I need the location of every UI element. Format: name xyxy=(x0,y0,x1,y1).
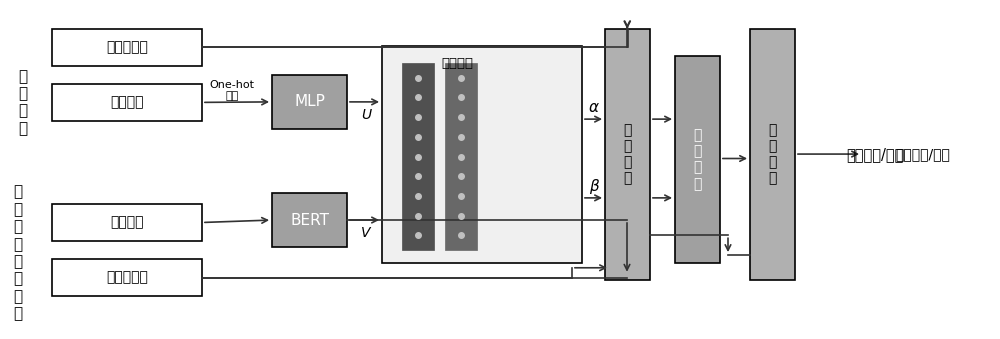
Bar xyxy=(750,28,795,280)
Text: 医
入
药
排
试
条
验
件: 医 入 药 排 试 条 验 件 xyxy=(13,185,23,321)
Bar xyxy=(52,28,202,66)
Bar xyxy=(445,63,477,250)
Text: 语义对齐: 语义对齐 xyxy=(441,58,473,71)
Bar xyxy=(52,84,202,121)
Bar xyxy=(52,259,202,296)
Text: One-hot
编码: One-hot 编码 xyxy=(209,80,254,101)
Bar xyxy=(675,56,720,263)
Text: 匹配成功/失败: 匹配成功/失败 xyxy=(895,147,950,161)
Bar xyxy=(52,204,202,241)
Text: 数值类信息: 数值类信息 xyxy=(106,271,148,285)
Text: 嵌
入
匹
配: 嵌 入 匹 配 xyxy=(623,123,632,185)
Text: BERT: BERT xyxy=(290,213,329,227)
Text: α: α xyxy=(589,100,599,115)
Text: 融
合
预
测: 融 合 预 测 xyxy=(768,123,777,185)
Bar xyxy=(605,28,650,280)
Bar xyxy=(382,46,582,263)
Text: MLP: MLP xyxy=(294,94,325,109)
Bar xyxy=(272,193,347,247)
Text: 就诊信息: 就诊信息 xyxy=(110,95,144,109)
Text: V: V xyxy=(361,226,371,240)
Bar xyxy=(402,63,434,250)
Text: U: U xyxy=(361,108,371,122)
Text: 描述信息: 描述信息 xyxy=(110,216,144,230)
Text: β: β xyxy=(589,179,599,194)
Bar xyxy=(272,75,347,129)
Text: 数值类信息: 数值类信息 xyxy=(106,40,148,54)
Text: 数
值
匹
配: 数 值 匹 配 xyxy=(693,128,702,191)
Text: 患
者
信
息: 患 者 信 息 xyxy=(18,69,28,136)
Text: 匹配成功/失败: 匹配成功/失败 xyxy=(846,147,904,162)
